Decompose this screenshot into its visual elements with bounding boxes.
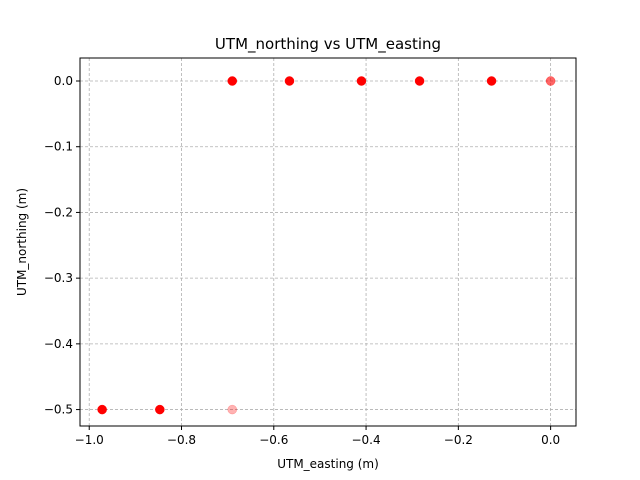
data-point — [486, 76, 497, 86]
data-point — [97, 404, 107, 415]
data-points — [97, 76, 556, 415]
data-point — [545, 76, 556, 86]
x-tick-label: 0.0 — [541, 433, 560, 447]
data-point — [227, 76, 238, 86]
chart-title: UTM_northing vs UTM_easting — [215, 35, 441, 54]
x-tick-label: −1.0 — [75, 433, 104, 447]
x-tick-label: −0.4 — [351, 433, 380, 447]
data-point — [356, 76, 367, 86]
y-tick-label: −0.3 — [44, 271, 73, 285]
y-tick-label: −0.4 — [44, 337, 73, 351]
data-point — [414, 76, 425, 86]
data-point — [155, 404, 165, 415]
data-point — [284, 76, 295, 86]
x-axis-label: UTM_easting (m) — [277, 457, 379, 471]
plot-area-frame — [79, 57, 577, 427]
y-tick-label: −0.5 — [44, 403, 73, 417]
y-tick-label: −0.1 — [44, 140, 73, 154]
grid-lines — [80, 58, 576, 426]
data-point — [227, 404, 238, 415]
y-tick-label: 0.0 — [54, 74, 73, 88]
x-tick-label: −0.8 — [167, 433, 196, 447]
x-tick-label: −0.2 — [444, 433, 473, 447]
y-axis-ticks: 0.0 −0.1 −0.2 −0.3 −0.4 −0.5 — [44, 74, 80, 417]
x-axis-ticks: −1.0 −0.8 −0.6 −0.4 −0.2 0.0 — [75, 426, 560, 447]
x-tick-label: −0.6 — [259, 433, 288, 447]
y-tick-label: −0.2 — [44, 205, 73, 219]
y-axis-label: UTM_northing (m) — [15, 188, 29, 296]
